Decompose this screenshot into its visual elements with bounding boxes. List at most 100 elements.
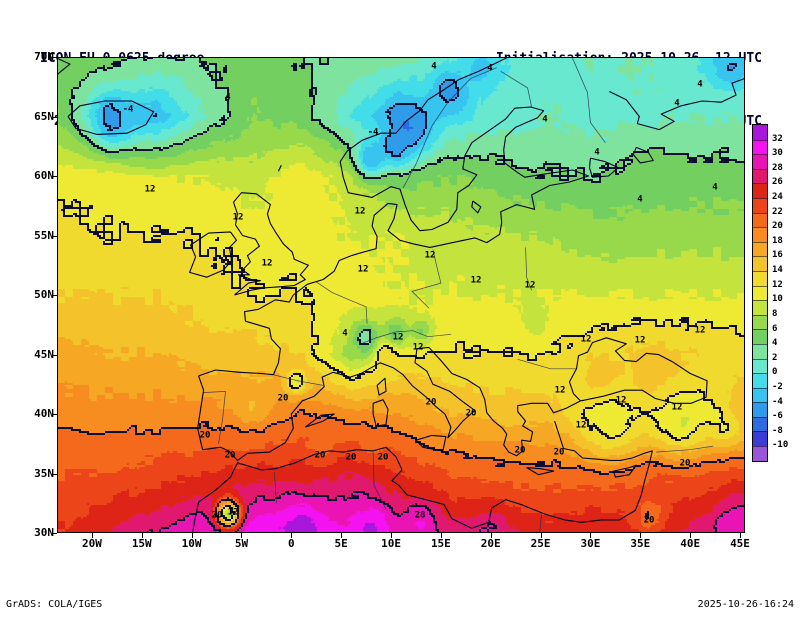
contour-label: 20 [211, 510, 223, 521]
contour-label: 4 [342, 328, 348, 339]
colorbar [752, 124, 768, 462]
contour-label: 20 [345, 452, 357, 463]
country-border-path [656, 445, 714, 453]
lon-axis-label: 20E [480, 537, 501, 550]
map-plot: -4 4 -4 4 4 4 4 4 4 4 4 12 12 12 12 12 12 12 12 12 12 12 12 12 4… [57, 57, 745, 533]
contour-label: 12 [575, 420, 587, 431]
contour-label: 4 [712, 182, 718, 193]
coastline-path [588, 157, 619, 178]
country-border-path [517, 358, 577, 370]
colorbar-tick-label: 12 [772, 279, 783, 290]
colorbar-tick-label: 20 [772, 221, 783, 232]
axis-tick [191, 533, 193, 538]
axis-tick [52, 57, 57, 58]
country-border-path [572, 58, 606, 143]
colorbar-segment [753, 343, 767, 359]
colorbar-segment [753, 168, 767, 184]
lat-axis-label: 40N [34, 407, 54, 420]
colorbar-segment [753, 416, 767, 432]
axis-tick [52, 533, 57, 534]
colorbar-tick-label: 22 [772, 206, 783, 217]
contour-label: 20 [679, 458, 691, 469]
lat-axis-label: 30N [34, 526, 54, 539]
axis-tick [52, 473, 57, 475]
colorbar-segment [753, 446, 767, 461]
colorbar-tick-label: -10 [772, 440, 789, 451]
lon-axis-label: 5E [334, 537, 348, 550]
lon-axis-label: 5W [234, 537, 249, 550]
axis-tick [740, 533, 741, 538]
colorbar-segment [753, 329, 767, 344]
footer-timestamp: 2025-10-26-16:24 [697, 599, 794, 610]
coastline-path [232, 192, 309, 296]
coastline-path [471, 200, 482, 214]
country-border-path [372, 452, 387, 510]
colorbar-segment [753, 285, 767, 301]
colorbar-tick-label: 32 [772, 133, 783, 144]
colorbar-tick-label: -8 [772, 425, 783, 436]
contour-label: 4 [674, 98, 680, 109]
coastline-path [67, 100, 155, 135]
contour-label: 4 [431, 61, 437, 72]
colorbar-tick-label: 0 [772, 367, 778, 378]
colorbar-segment [753, 241, 767, 257]
coastline-path [192, 420, 653, 533]
colorbar-segment [753, 212, 767, 228]
colorbar-segment [753, 154, 767, 169]
colorbar-tick-label: 30 [772, 148, 783, 159]
coastline-path [189, 231, 238, 278]
coastline-path [376, 377, 387, 396]
axis-tick [291, 533, 293, 538]
country-border-path [411, 249, 442, 309]
coastline-path [372, 399, 389, 427]
lon-axis-label: 25E [530, 537, 551, 550]
country-border-path [525, 247, 532, 291]
axis-tick [52, 235, 57, 237]
colorbar-tick-label: 24 [772, 192, 783, 203]
contour-label: 12 [392, 332, 404, 343]
colorbar-segment [753, 197, 767, 213]
contour-label: 12 [144, 184, 156, 195]
contour-label: 20 [224, 450, 236, 461]
contour-label: 4 [542, 114, 548, 125]
contour-label: 4 [594, 147, 600, 158]
coastline-path [568, 337, 708, 404]
country-border-path [360, 330, 451, 345]
contour-label: 12 [354, 206, 366, 217]
colorbar-tick-label: 10 [772, 294, 783, 305]
axis-tick [141, 533, 143, 538]
contour-label: 12 [554, 385, 566, 396]
lat-axis-label: 65N [34, 109, 54, 123]
axis-tick [690, 533, 692, 538]
contour-label: 12 [227, 507, 239, 518]
colorbar-tick-label: 4 [772, 338, 778, 349]
axis-tick [640, 533, 642, 538]
axis-tick [440, 533, 442, 538]
contour-label: 4 [225, 92, 231, 103]
lat-axis-label: 55N [34, 228, 54, 242]
colorbar-segment [753, 139, 767, 155]
axis-tick [241, 533, 243, 538]
coastline-path [57, 57, 71, 76]
lon-axis-label: 10E [381, 537, 401, 550]
contour-label: 12 [580, 334, 592, 345]
contour-label: 12 [424, 250, 436, 261]
coastline-path [632, 146, 654, 164]
colorbar-tick-label: 26 [772, 177, 783, 188]
contour-label: 28 [414, 510, 426, 521]
coastline-path [609, 77, 745, 131]
colorbar-segment [753, 314, 767, 330]
lat-axis-label: 60N [34, 169, 54, 182]
contour-label: 20 [514, 445, 526, 456]
lat-axis-label: 45N [34, 347, 54, 361]
colorbar-tick-label: -4 [772, 396, 783, 407]
colorbar-tick-label: 2 [772, 352, 778, 363]
contour-label: 12 [524, 280, 536, 291]
country-border-path [500, 71, 532, 108]
contour-label: 4 [697, 79, 703, 90]
temperature-field-canvas [57, 57, 745, 533]
colorbar-tick-label: 28 [772, 162, 783, 173]
colorbar-segment [753, 387, 767, 403]
colorbar-segment [753, 227, 767, 242]
